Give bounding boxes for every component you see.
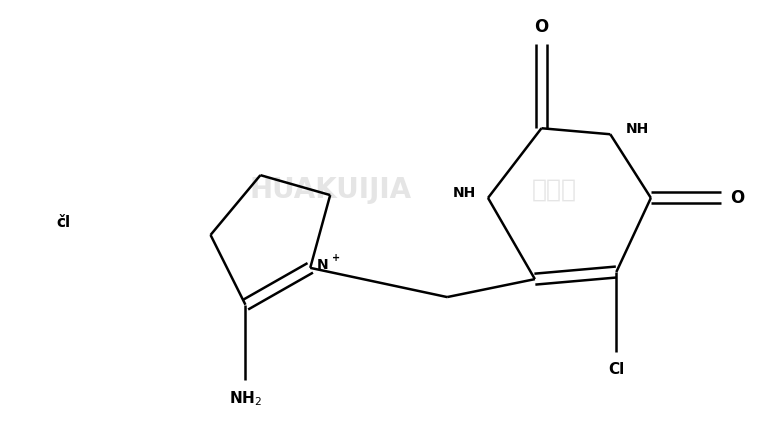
Text: O: O bbox=[534, 17, 549, 36]
Text: 化学加: 化学加 bbox=[532, 178, 577, 202]
Text: NH$_2$: NH$_2$ bbox=[229, 389, 262, 408]
Text: čl: čl bbox=[56, 215, 70, 231]
Text: Cl: Cl bbox=[608, 362, 625, 377]
Text: O: O bbox=[731, 189, 745, 207]
Text: NH: NH bbox=[625, 122, 649, 136]
Text: HUAKUIJIA: HUAKUIJIA bbox=[249, 176, 411, 204]
Text: N: N bbox=[317, 258, 329, 272]
Text: NH: NH bbox=[453, 186, 476, 200]
Text: +: + bbox=[332, 253, 341, 263]
